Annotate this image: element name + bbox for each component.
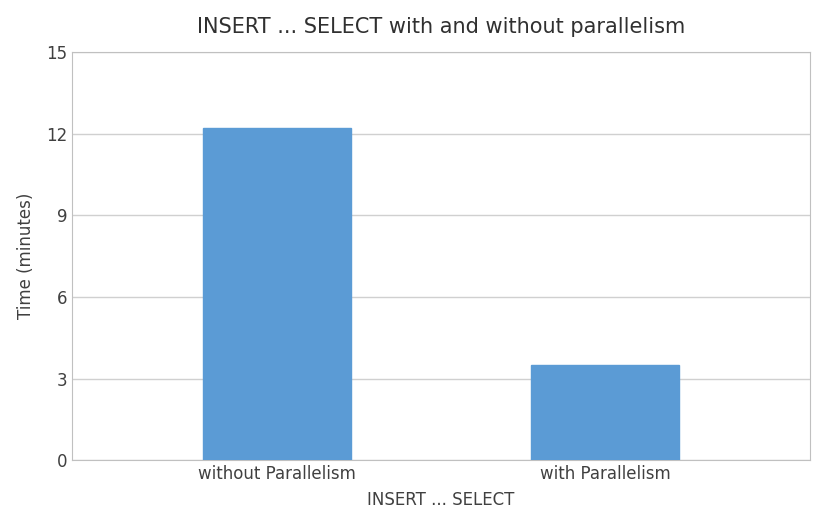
Bar — [532, 365, 679, 460]
X-axis label: INSERT ... SELECT: INSERT ... SELECT — [367, 491, 514, 509]
Bar — [203, 128, 351, 460]
Y-axis label: Time (minutes): Time (minutes) — [17, 193, 35, 319]
Title: INSERT ... SELECT with and without parallelism: INSERT ... SELECT with and without paral… — [197, 17, 686, 37]
